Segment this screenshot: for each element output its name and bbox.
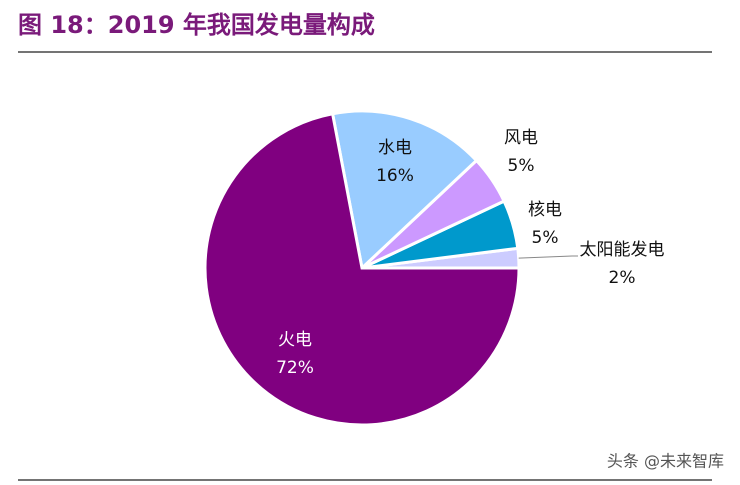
value-label: 16% xyxy=(376,166,414,186)
slice-label: 核电 xyxy=(528,200,562,220)
leader-line xyxy=(518,255,578,259)
pie-slice xyxy=(330,109,479,271)
slice-label: 水电 xyxy=(378,138,412,158)
value-label: 2% xyxy=(609,268,636,288)
slice-label: 太阳能发电 xyxy=(580,240,665,260)
pie-slice xyxy=(203,112,521,427)
slice-label: 风电 xyxy=(504,128,538,148)
value-label: 72% xyxy=(276,358,314,378)
value-label: 5% xyxy=(508,156,535,176)
value-label: 5% xyxy=(532,228,559,248)
chart-title: 图 18：2019 年我国发电量构成 xyxy=(18,11,375,39)
watermark: 头条 @未来智库 xyxy=(607,452,724,471)
slice-label: 火电 xyxy=(278,330,312,350)
